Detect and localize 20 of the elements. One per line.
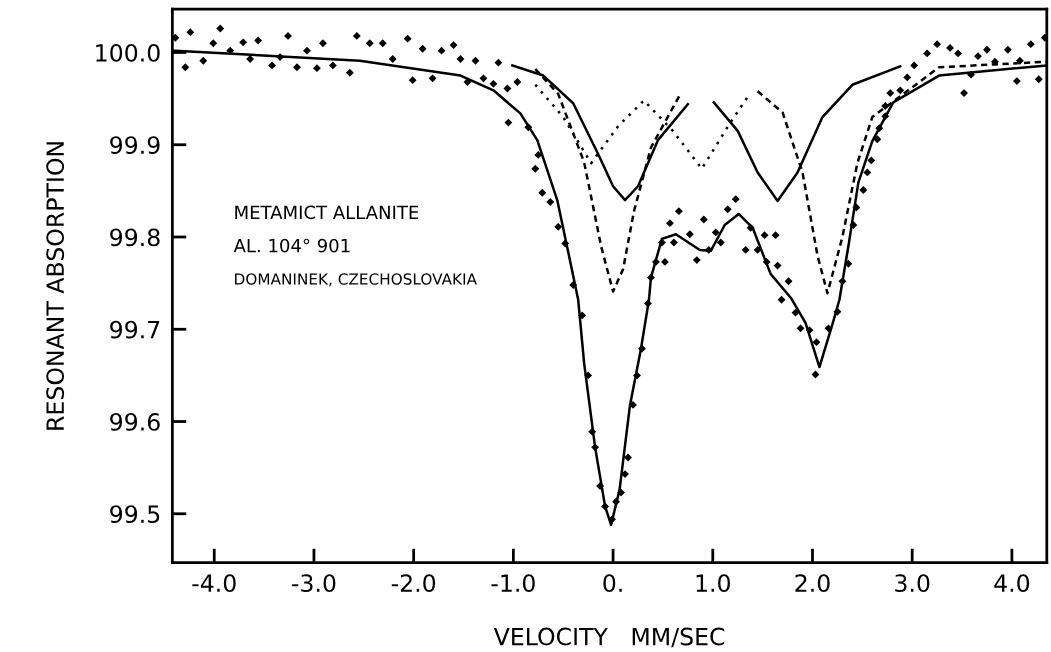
x-tick-label: 3.0 <box>895 574 930 593</box>
x-tick-label: 4.0 <box>994 574 1030 593</box>
y-tick-label: 99.9 <box>110 136 160 155</box>
x-tick-label: 0. <box>603 574 622 593</box>
y-tick-label: 99.7 <box>110 320 160 339</box>
annotation: DOMANINEK, CZECHOSLOVAKIA <box>235 273 477 287</box>
y-tick-label: 99.8 <box>110 228 160 247</box>
y-tick-label: 99.6 <box>110 412 160 431</box>
y-tick-label: 99.5 <box>110 505 160 524</box>
x-tick-label: 1.0 <box>696 574 730 593</box>
x-tick-label: -2.0 <box>391 574 436 593</box>
x-axis-title: VELOCITY MM/SEC <box>493 627 725 648</box>
x-tick-label: -1.0 <box>491 574 535 593</box>
x-tick-label: -3.0 <box>292 574 336 593</box>
x-tick-label: -4.0 <box>192 574 236 593</box>
annotation: AL. 104° 901 <box>233 238 350 253</box>
annotation: METAMICT ALLANITE <box>235 205 419 220</box>
y-tick-label: 100.0 <box>96 43 160 62</box>
x-tick-label: 2.0 <box>795 574 830 593</box>
y-axis-title: RESONANT ABSORPTION <box>46 142 65 430</box>
